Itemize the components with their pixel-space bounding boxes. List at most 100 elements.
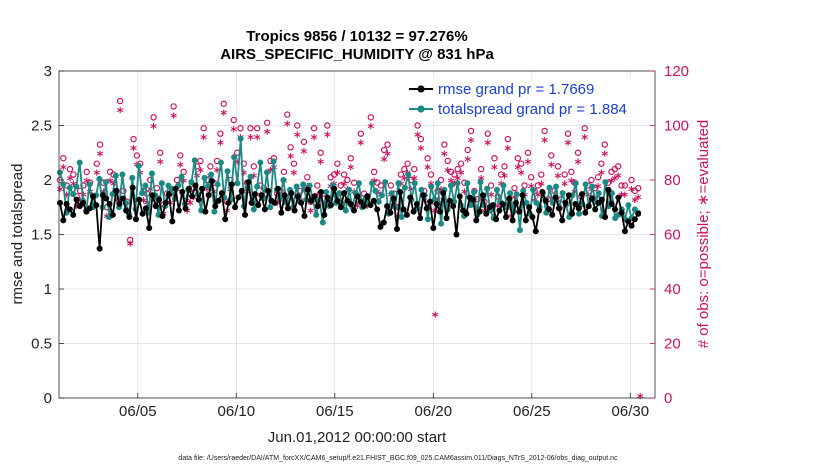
obs-evaluated-marker: *: [374, 188, 381, 203]
totalspread-point: [204, 183, 211, 190]
rmse-point: [56, 199, 63, 206]
rmse-point: [384, 203, 391, 210]
obs-possible-marker: [574, 149, 582, 156]
obs-possible-marker: [317, 149, 324, 156]
obs-evaluated-marker: *: [311, 133, 318, 148]
obs-possible-marker: [538, 171, 545, 178]
rmse-point: [512, 199, 519, 206]
rmse-point: [519, 192, 526, 199]
rmse-point: [360, 203, 367, 210]
obs-evaluated-marker: *: [224, 207, 231, 222]
rmse-point: [245, 179, 252, 186]
totalspread-point: [398, 214, 405, 221]
totalspread-point: [447, 182, 454, 189]
obs-evaluated-marker: *: [184, 207, 191, 222]
obs-evaluated-marker: *: [117, 106, 124, 121]
rmse-point: [446, 197, 453, 204]
totalspread-point: [293, 183, 300, 190]
rmse-point: [430, 224, 437, 231]
obs-possible-marker: [294, 122, 301, 129]
rmse-point: [456, 193, 463, 200]
obs-possible-marker: [417, 135, 425, 143]
rmse-point: [331, 185, 338, 192]
totalspread-point: [355, 180, 362, 187]
rmse-point: [185, 185, 192, 192]
rmse-point: [473, 217, 480, 224]
rmse-point: [407, 194, 414, 201]
rmse-point: [387, 209, 394, 216]
obs-evaluated-marker: *: [264, 128, 271, 143]
totalspread-point: [464, 180, 471, 187]
rmse-point: [288, 190, 295, 197]
totalspread-point: [148, 170, 155, 177]
left-tick-label: 1.5: [31, 227, 52, 244]
totalspread-point: [300, 181, 307, 188]
obs-evaluated-marker: *: [93, 169, 100, 184]
right-axis-ticks: 0 20 40 60 80 100 120: [650, 63, 689, 407]
obs-evaluated-marker: *: [631, 196, 638, 211]
rmse-point: [90, 193, 97, 200]
obs-evaluated-marker: *: [87, 188, 94, 203]
totalspread-point: [112, 172, 119, 179]
rmse-point: [142, 205, 149, 212]
obs-evaluated-marker: *: [230, 125, 237, 140]
obs-possible-marker: [634, 184, 642, 192]
obs-possible-marker: [484, 130, 491, 137]
rmse-point: [598, 196, 605, 203]
obs-possible-marker: [287, 144, 294, 151]
obs-evaluated-marker: *: [197, 166, 204, 181]
obs-evaluated-marker: *: [73, 201, 80, 216]
totalspread-point: [319, 219, 326, 226]
rmse-point: [615, 194, 622, 201]
rmse-point: [605, 186, 612, 193]
obs-possible-marker: [126, 236, 134, 244]
rmse-point: [377, 223, 384, 230]
totalspread-point: [96, 175, 103, 182]
totalspread-point: [369, 180, 376, 187]
rmse-point: [208, 178, 215, 185]
totalspread-point: [378, 192, 385, 199]
obs-evaluated-marker: *: [150, 122, 157, 137]
rmse-point: [555, 205, 562, 212]
rmse-point: [436, 208, 443, 215]
rmse-point: [364, 193, 371, 200]
right-tick-label: 100: [664, 118, 689, 135]
rmse-point: [172, 185, 179, 192]
obs-possible-marker: [598, 160, 605, 167]
totalspread-point: [516, 227, 523, 234]
rmse-point: [179, 188, 186, 195]
totalspread-point: [263, 169, 270, 176]
obs-evaluated-marker: *: [63, 190, 70, 205]
rmse-point: [400, 206, 407, 213]
totalspread-point: [267, 204, 274, 211]
obs-possible-marker: [524, 149, 532, 156]
rmse-point: [476, 208, 483, 215]
obs-evaluated-marker: *: [307, 207, 314, 222]
rmse-point: [182, 205, 189, 212]
rmse-point: [602, 214, 609, 221]
obs-evaluated-marker: *: [287, 152, 294, 167]
rmse-point: [308, 197, 315, 204]
totalspread-point: [428, 183, 435, 190]
obs-evaluated-marker: *: [327, 182, 334, 197]
rmse-point: [275, 185, 282, 192]
rmse-point: [539, 188, 546, 195]
obs-possible-marker: [427, 171, 435, 178]
grid-lines: [59, 70, 655, 399]
obs-possible-marker: [541, 127, 548, 135]
rmse-group: [56, 178, 642, 252]
rmse-point: [169, 218, 176, 225]
rmse-point: [463, 210, 470, 217]
x-axis-ticks: 06/05 06/10 06/15 06/20 06/25 06/30: [119, 393, 649, 420]
totalspread-point: [546, 184, 553, 191]
obs-evaluated-marker: *: [217, 139, 224, 154]
obs-possible-marker: [618, 182, 625, 189]
obs-evaluated-outlier: *: [637, 392, 644, 407]
totalspread-point: [237, 135, 244, 142]
totalspread-point: [582, 181, 589, 188]
rmse-point: [314, 203, 321, 210]
rmse-point: [251, 191, 258, 198]
rmse-point: [351, 207, 358, 214]
rmse-point: [152, 203, 159, 210]
obs-evaluated-marker: *: [180, 177, 187, 192]
